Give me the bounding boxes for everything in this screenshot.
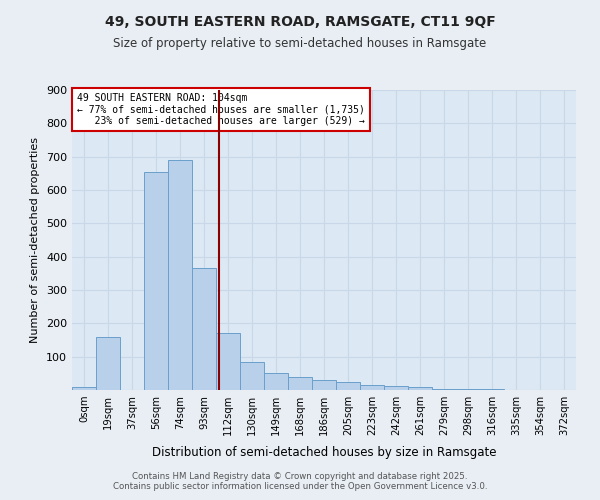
Text: 49 SOUTH EASTERN ROAD: 104sqm
← 77% of semi-detached houses are smaller (1,735)
: 49 SOUTH EASTERN ROAD: 104sqm ← 77% of s… [77,93,365,126]
Text: Contains HM Land Registry data © Crown copyright and database right 2025.: Contains HM Land Registry data © Crown c… [132,472,468,481]
Y-axis label: Number of semi-detached properties: Number of semi-detached properties [31,137,40,343]
Text: Contains public sector information licensed under the Open Government Licence v3: Contains public sector information licen… [113,482,487,491]
Text: Size of property relative to semi-detached houses in Ramsgate: Size of property relative to semi-detach… [113,38,487,51]
Bar [72,388,96,390]
Bar [216,334,240,390]
Bar [240,362,264,390]
X-axis label: Distribution of semi-detached houses by size in Ramsgate: Distribution of semi-detached houses by … [152,446,496,460]
Bar [264,374,288,390]
Bar [408,388,432,390]
Bar [312,380,336,390]
Bar [192,268,216,390]
Bar [432,388,456,390]
Bar [168,160,192,390]
Bar [456,389,480,390]
Bar [96,336,120,390]
Bar [336,382,360,390]
Bar [288,376,312,390]
Bar [144,172,168,390]
Bar [360,385,384,390]
Text: 49, SOUTH EASTERN ROAD, RAMSGATE, CT11 9QF: 49, SOUTH EASTERN ROAD, RAMSGATE, CT11 9… [104,15,496,29]
Bar [384,386,408,390]
